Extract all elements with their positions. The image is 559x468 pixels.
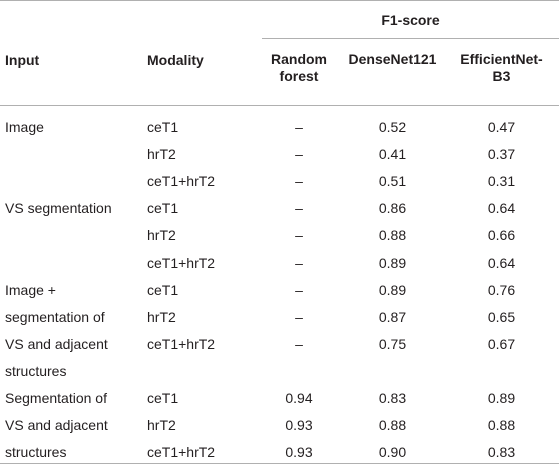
random-forest-header-line2: forest bbox=[279, 68, 319, 84]
random-forest-cell: – bbox=[295, 255, 303, 271]
f1-score-group-header: F1-score bbox=[381, 12, 440, 28]
densenet-cell: 0.90 bbox=[378, 444, 407, 460]
bottom-rule bbox=[0, 463, 559, 464]
efficientnet-cell: 0.89 bbox=[487, 390, 516, 406]
random-forest-cell: – bbox=[295, 146, 303, 162]
random-forest-cell: – bbox=[295, 227, 303, 243]
densenet-cell: 0.52 bbox=[378, 119, 407, 135]
modality-cell: ceT1+hrT2 bbox=[147, 336, 216, 352]
modality-cell: hrT2 bbox=[147, 309, 176, 325]
densenet-cell: 0.75 bbox=[378, 336, 407, 352]
efficientnet-header-line1: EfficientNet- bbox=[460, 51, 543, 67]
efficientnet-cell: 0.47 bbox=[487, 119, 516, 135]
random-forest-cell: – bbox=[295, 119, 303, 135]
efficientnet-cell: 0.76 bbox=[487, 282, 516, 298]
random-forest-column-header: Random forest bbox=[260, 51, 338, 85]
random-forest-cell: 0.93 bbox=[285, 444, 313, 460]
efficientnet-column-header: EfficientNet- B3 bbox=[448, 51, 555, 85]
densenet-cell: 0.51 bbox=[378, 173, 407, 189]
modality-cell: ceT1+hrT2 bbox=[147, 255, 216, 271]
densenet-column-header: DenseNet121 bbox=[348, 51, 437, 67]
efficientnet-cell: 0.88 bbox=[487, 417, 516, 433]
efficientnet-cell: 0.83 bbox=[487, 444, 516, 460]
modality-cell: hrT2 bbox=[147, 146, 176, 162]
input-label-line: segmentation of bbox=[5, 309, 105, 325]
densenet-cell: 0.41 bbox=[378, 146, 407, 162]
random-forest-cell: – bbox=[295, 282, 303, 298]
modality-cell: ceT1 bbox=[147, 390, 179, 406]
efficientnet-cell: 0.31 bbox=[487, 173, 516, 189]
modality-column-header: Modality bbox=[147, 52, 204, 68]
random-forest-cell: – bbox=[295, 173, 303, 189]
efficientnet-cell: 0.64 bbox=[487, 200, 516, 216]
modality-cell: ceT1+hrT2 bbox=[147, 444, 216, 460]
modality-cell: ceT1 bbox=[147, 119, 179, 135]
input-label-line: VS and adjacent bbox=[5, 417, 108, 433]
input-label-line: VS and adjacent bbox=[5, 336, 108, 352]
input-label-line: structures bbox=[5, 444, 67, 460]
input-label-line: VS segmentation bbox=[5, 200, 112, 216]
efficientnet-cell: 0.66 bbox=[487, 227, 516, 243]
densenet-cell: 0.88 bbox=[378, 417, 407, 433]
efficientnet-cell: 0.37 bbox=[487, 146, 516, 162]
densenet-cell: 0.87 bbox=[378, 309, 407, 325]
modality-cell: ceT1 bbox=[147, 200, 179, 216]
modality-cell: ceT1 bbox=[147, 282, 179, 298]
input-column-header: Input bbox=[5, 52, 40, 68]
input-label-line: structures bbox=[5, 363, 67, 379]
top-rule bbox=[0, 0, 559, 1]
input-label-line: Image bbox=[5, 119, 44, 135]
random-forest-header-line1: Random bbox=[271, 51, 327, 67]
input-label-line: Segmentation of bbox=[5, 390, 107, 406]
modality-cell: hrT2 bbox=[147, 227, 176, 243]
efficientnet-header-line2: B3 bbox=[492, 68, 511, 84]
efficientnet-cell: 0.67 bbox=[487, 336, 516, 352]
header-bottom-rule bbox=[0, 105, 559, 106]
modality-cell: ceT1+hrT2 bbox=[147, 173, 216, 189]
efficientnet-cell: 0.64 bbox=[487, 255, 516, 271]
random-forest-cell: – bbox=[295, 309, 303, 325]
efficientnet-cell: 0.65 bbox=[487, 309, 516, 325]
group-header-rule bbox=[262, 38, 559, 39]
modality-cell: hrT2 bbox=[147, 417, 176, 433]
random-forest-cell: 0.93 bbox=[285, 417, 313, 433]
densenet-cell: 0.89 bbox=[378, 255, 407, 271]
random-forest-cell: – bbox=[295, 336, 303, 352]
random-forest-cell: 0.94 bbox=[285, 390, 313, 406]
input-label-line: Image + bbox=[5, 282, 56, 298]
random-forest-cell: – bbox=[295, 200, 303, 216]
densenet-cell: 0.89 bbox=[378, 282, 407, 298]
densenet-cell: 0.88 bbox=[378, 227, 407, 243]
densenet-cell: 0.86 bbox=[378, 200, 407, 216]
densenet-cell: 0.83 bbox=[378, 390, 407, 406]
